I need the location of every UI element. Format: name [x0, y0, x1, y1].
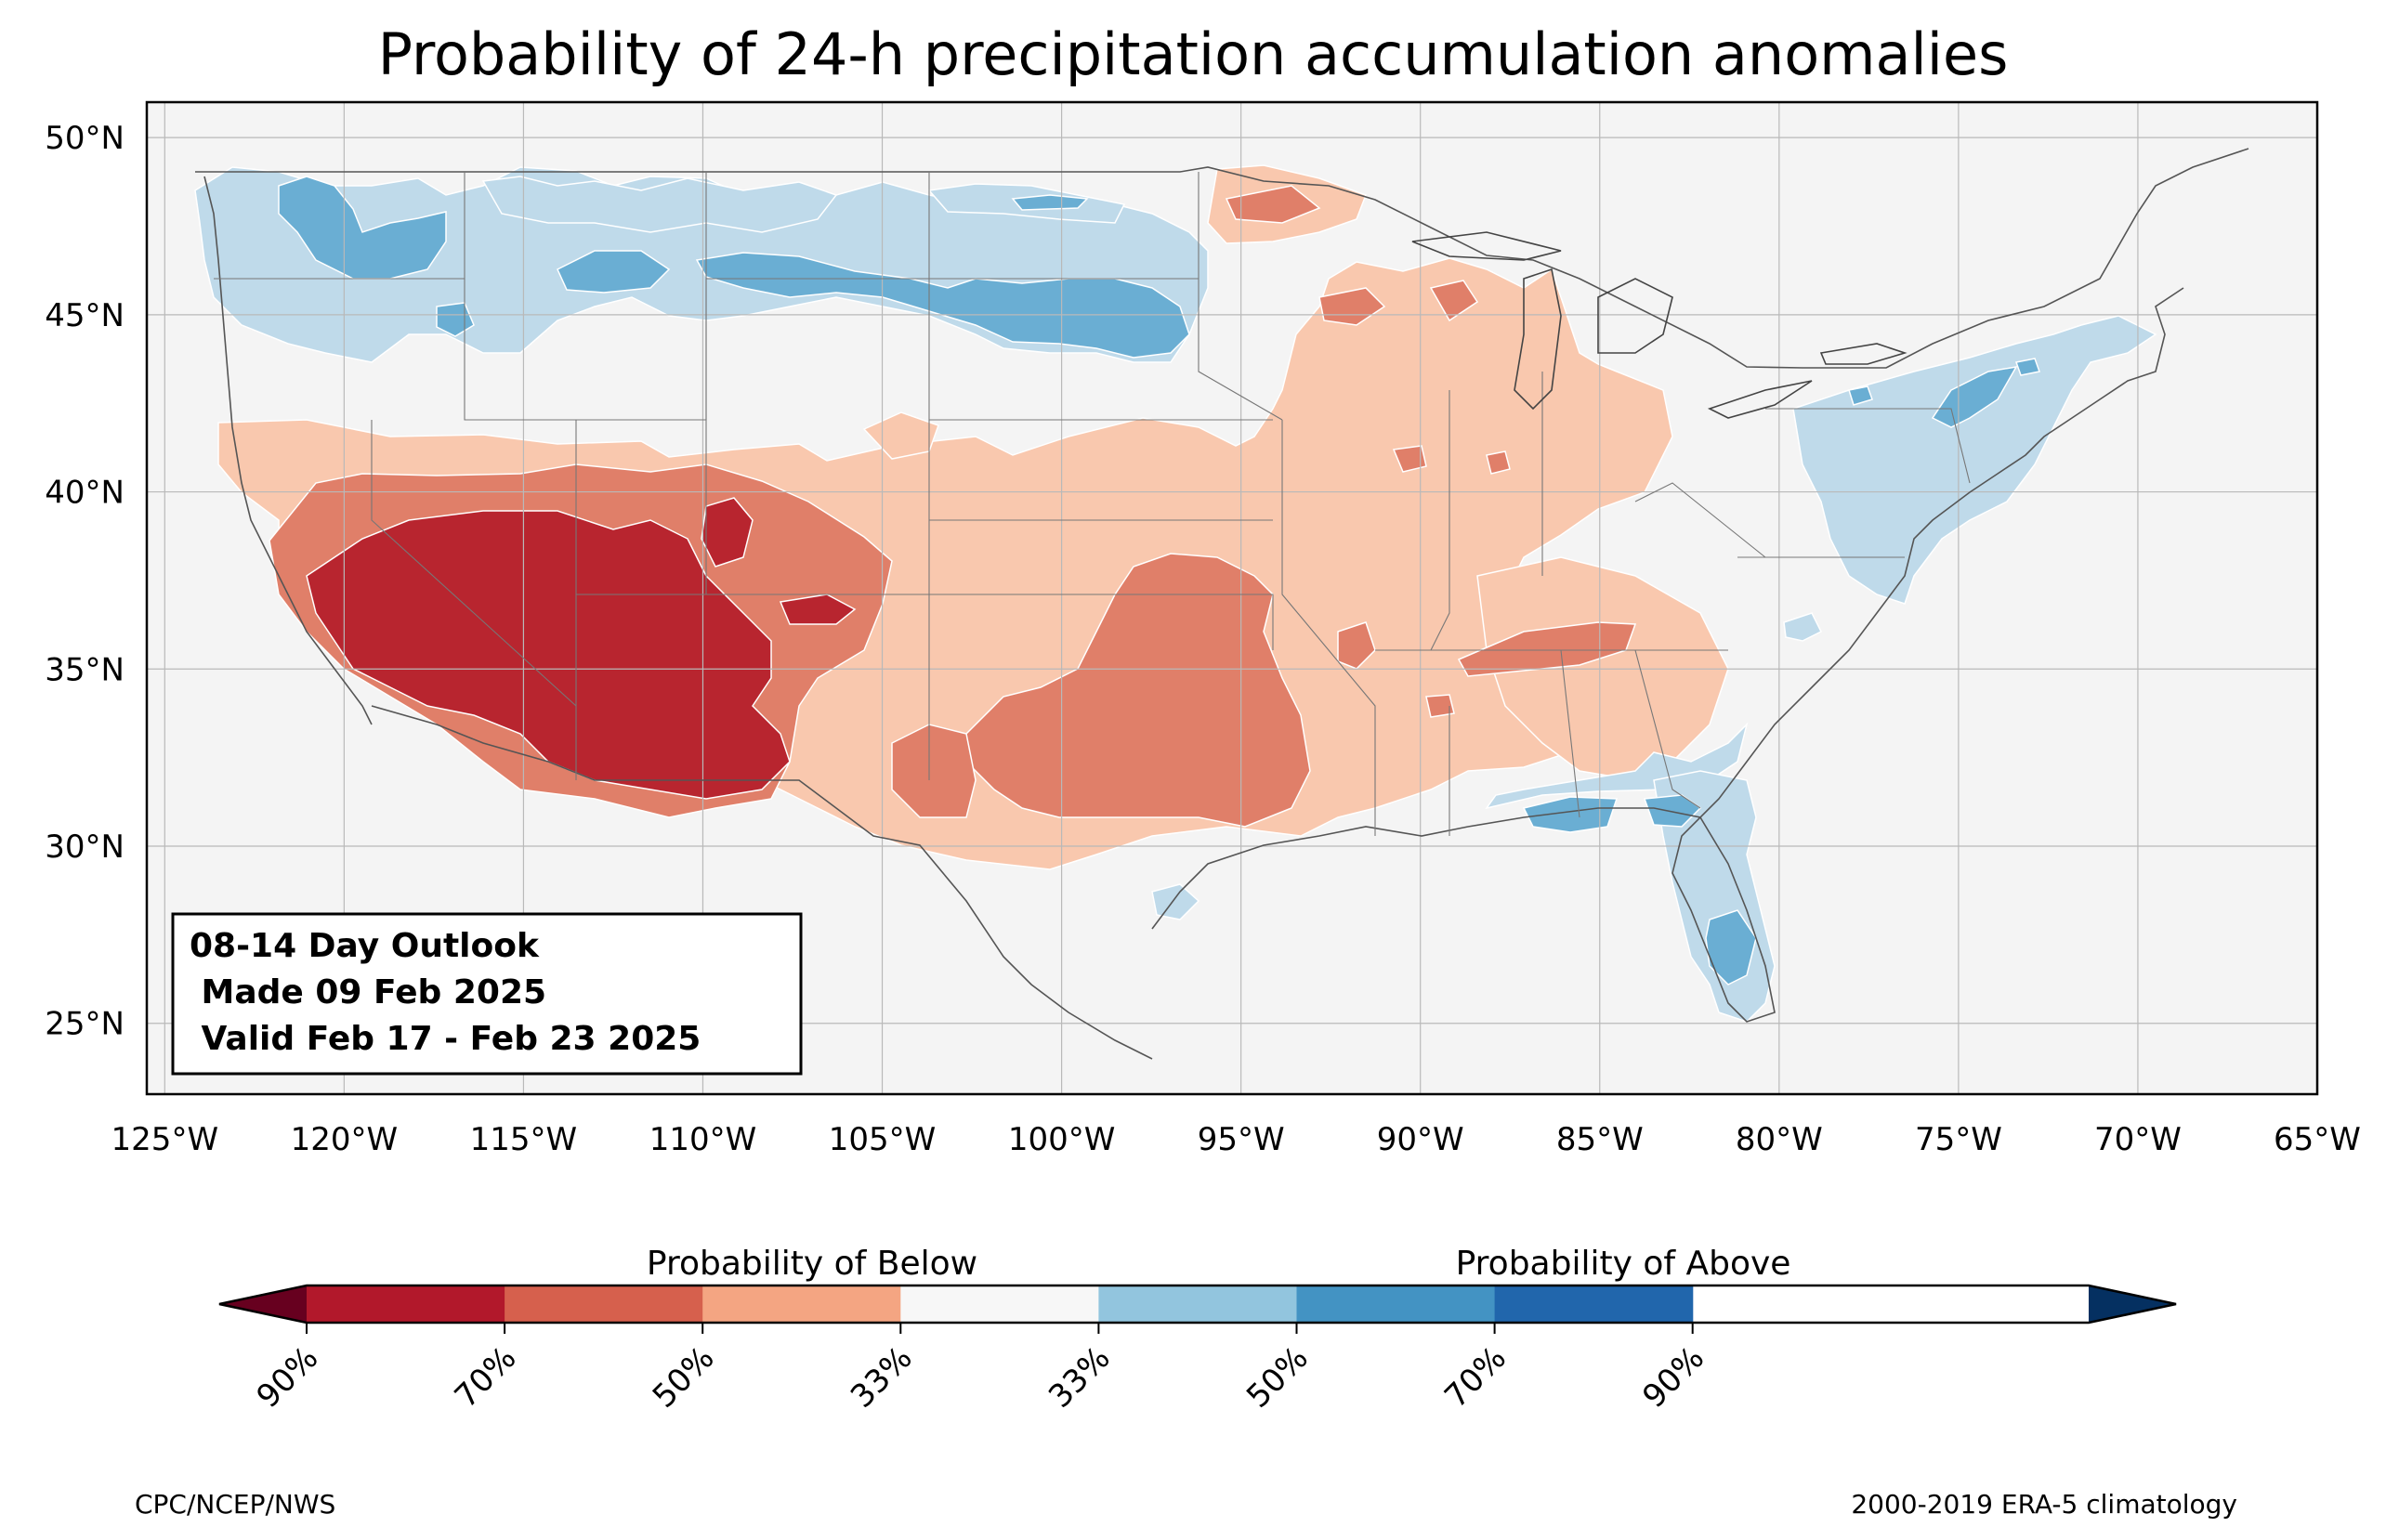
colorbar-tick-label: 70%: [1437, 1339, 1514, 1416]
info-box-valid-range: Valid Feb 17 - Feb 23 2025: [190, 1020, 701, 1058]
state-lines: [214, 172, 1971, 836]
lon-tick-label: 85°W: [1556, 1121, 1644, 1158]
map-title: Probability of 24-h precipitation accumu…: [378, 20, 2009, 88]
above-50-new-england: [2015, 358, 2040, 376]
colorbar-segment: [1098, 1286, 1298, 1323]
below-70-southwest: [306, 510, 791, 800]
above-33-texas-coast: [1151, 883, 1200, 920]
lat-tick-label: 25°N: [45, 1006, 125, 1043]
lon-tick-label: 100°W: [1008, 1121, 1116, 1158]
colorbar-ticks: [306, 1323, 1694, 1334]
info-box-title: 08-14 Day Outlook: [190, 927, 540, 965]
below-50-illinois: [1392, 445, 1427, 473]
below-50-iowa-1: [1318, 287, 1386, 326]
colorbar-tick-label: 33%: [844, 1339, 920, 1416]
colorbar-segment: [702, 1286, 901, 1323]
colorbar-segment: [307, 1286, 505, 1323]
gulf-atlantic-coast: [1151, 287, 2184, 1023]
colorbar-segment: [1296, 1286, 1496, 1323]
lon-tick-label: 120°W: [291, 1121, 399, 1158]
lat-tick-labels: 50°N 45°N 40°N 35°N 30°N 25°N: [45, 120, 125, 1043]
canada-border: [195, 148, 2249, 369]
colorbar-segment: [505, 1286, 703, 1323]
below-50-texas: [965, 553, 1311, 828]
lon-tick-label: 75°W: [1915, 1121, 2002, 1158]
credit-right: 2000-2019 ERA-5 climatology: [1851, 1489, 2237, 1520]
colorbar-below-label: Probability of Below: [647, 1245, 977, 1283]
map-frame: [145, 100, 2319, 1096]
colorbar-left-tip: [219, 1286, 307, 1323]
below-50-missouri: [1337, 621, 1376, 670]
above-50-minnesota-top: [1011, 194, 1089, 211]
above-50-pennsylvania: [1931, 366, 2018, 428]
above-33-northeast: [1792, 315, 2157, 605]
above-33-nc: [1783, 612, 1823, 642]
below-50-iowa-2: [1429, 280, 1479, 322]
below-50-texas-east: [891, 724, 977, 818]
lon-tick-label: 125°W: [111, 1121, 219, 1158]
colorbar-right-tip: [2089, 1286, 2176, 1323]
lon-tick-label: 115°W: [470, 1121, 578, 1158]
boundaries: [195, 148, 2249, 1060]
colorbar-tick-label: 90%: [1635, 1339, 1711, 1416]
lat-tick-label: 35°N: [45, 651, 125, 688]
lat-tick-label: 45°N: [45, 297, 125, 334]
lon-tick-label: 90°W: [1377, 1121, 1464, 1158]
above-33-gulf-coast: [1485, 722, 1749, 810]
lon-tick-label: 95°W: [1198, 1121, 1285, 1158]
lon-tick-label: 110°W: [649, 1121, 757, 1158]
colorbar: Probability of Below Probability of Abov…: [218, 1245, 2177, 1416]
colorbar-segment: [900, 1286, 1099, 1323]
below-50-wisconsin: [1225, 185, 1321, 224]
info-box-made-date: Made 09 Feb 2025: [190, 973, 546, 1011]
below-50-indiana: [1486, 450, 1511, 475]
above-50-florida: [1705, 909, 1757, 985]
lon-tick-label: 70°W: [2094, 1121, 2182, 1158]
colorbar-tick-label: 70%: [448, 1339, 524, 1416]
above-33-northwest-top: [481, 176, 838, 233]
lon-tick-label: 105°W: [829, 1121, 937, 1158]
colorbar-tick-label: 50%: [1239, 1339, 1316, 1416]
lat-tick-label: 40°N: [45, 475, 125, 512]
pacific-coast: [203, 176, 373, 725]
great-lakes: [1411, 231, 1907, 419]
below-70-newmexico: [779, 594, 857, 625]
below-50-mississippi: [1425, 694, 1455, 718]
above-50-gulf: [1522, 796, 1619, 833]
lat-tick-label: 30°N: [45, 829, 125, 866]
below-normal-regions: [217, 164, 1729, 870]
colorbar-tick-label: 50%: [646, 1339, 722, 1416]
credit-left: CPC/NCEP/NWS: [135, 1489, 335, 1520]
colorbar-above-label: Probability of Above: [1456, 1245, 1791, 1283]
above-50-gulf-east: [1643, 794, 1702, 828]
map-layers: [147, 102, 2317, 1094]
lat-tick-label: 50°N: [45, 120, 125, 157]
info-box-frame: [171, 912, 803, 1076]
colorbar-tick-label: 33%: [1042, 1339, 1118, 1416]
outlook-info-box: 08-14 Day Outlook Made 09 Feb 2025 Valid…: [171, 912, 803, 1076]
above-50-montana: [557, 250, 671, 294]
mexico-border: [371, 705, 1153, 1060]
lon-tick-label: 80°W: [1736, 1121, 1823, 1158]
below-70-utah: [701, 497, 754, 568]
above-50-ny: [1848, 385, 1873, 406]
lon-tick-labels: 125°W 120°W 115°W 110°W 105°W 100°W 95°W…: [111, 1121, 2361, 1158]
colorbar-tick-label: 90%: [250, 1339, 326, 1416]
colorbar-segment: [1494, 1286, 1694, 1323]
lon-tick-label: 65°W: [2274, 1121, 2361, 1158]
